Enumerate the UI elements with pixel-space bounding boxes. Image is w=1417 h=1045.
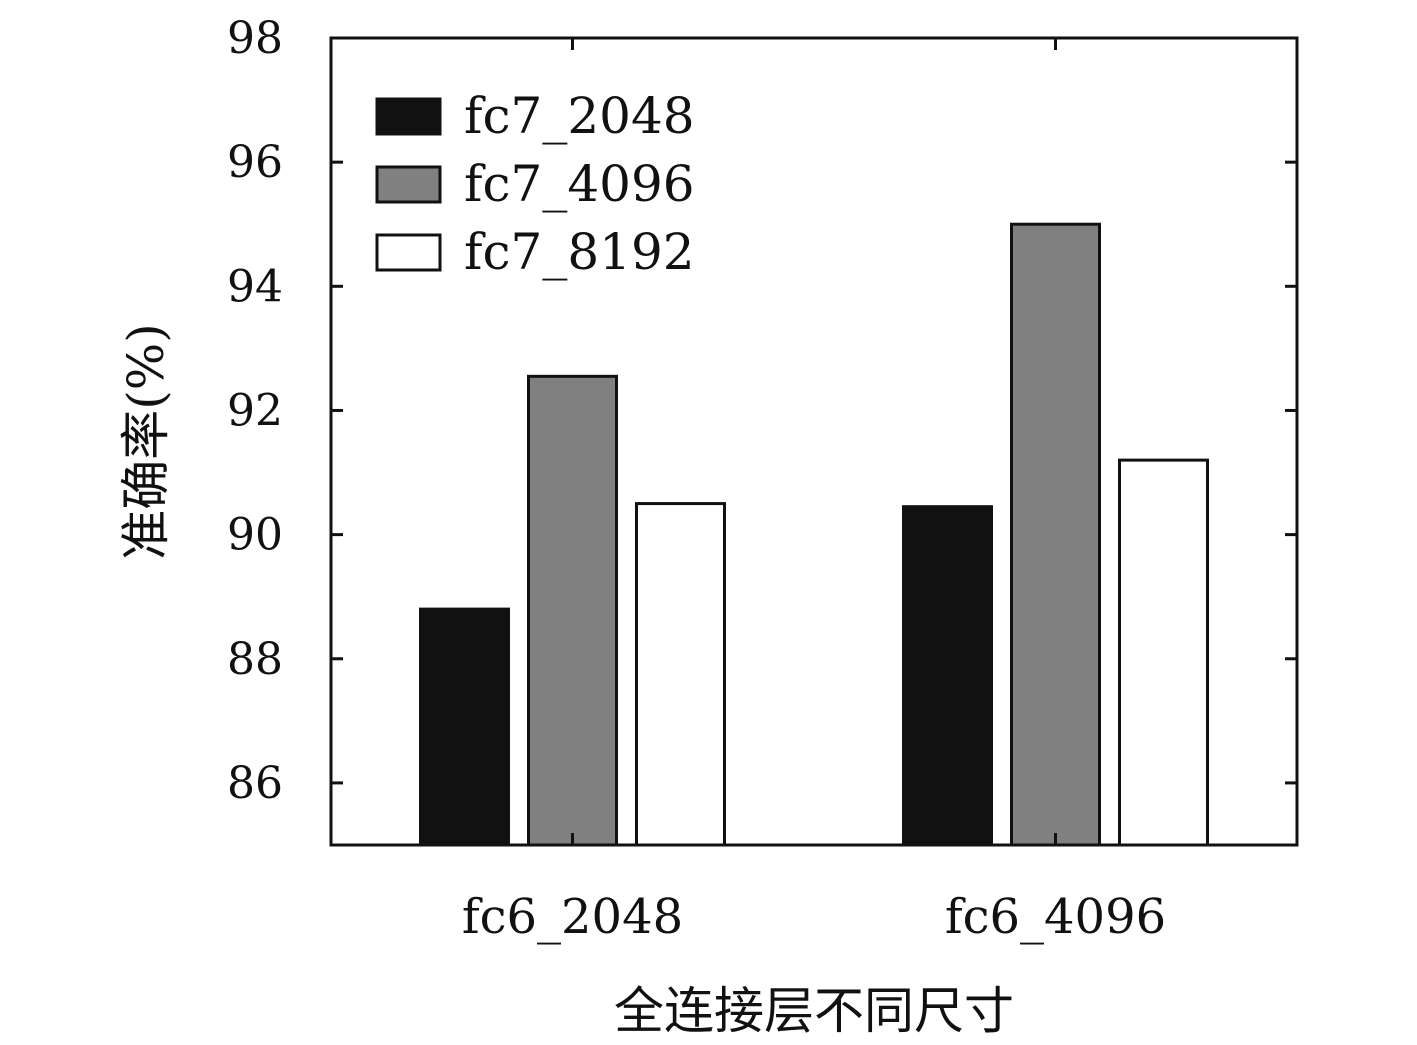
y-axis-label: 准确率(%)	[117, 323, 175, 560]
category-label-fc6_2048: fc6_2048	[462, 889, 683, 945]
legend-swatch-fc7_4096	[375, 165, 442, 204]
axis-ticks	[331, 36, 1297, 845]
bar-fc7_8192-fc6_2048	[635, 502, 726, 847]
plot-frame	[329, 36, 1299, 847]
legend-label-fc7_4096: fc7_4096	[464, 155, 695, 213]
legend: fc7_2048 fc7_4096 fc7_8192	[375, 87, 695, 281]
ytick-label-96: 96	[227, 137, 283, 188]
legend-label-fc7_2048: fc7_2048	[464, 87, 695, 145]
ytick-label-86: 86	[227, 758, 283, 809]
x-category-labels: fc6_2048 fc6_4096	[462, 889, 1166, 945]
legend-swatch-fc7_8192	[375, 233, 442, 272]
legend-swatch-fc7_2048	[375, 97, 442, 136]
bar-fc7_4096-fc6_2048	[527, 374, 618, 847]
bar-fc7_2048-fc6_2048	[419, 607, 510, 847]
category-label-fc6_4096: fc6_4096	[945, 889, 1166, 945]
ytick-label-98: 98	[227, 13, 283, 64]
bar-fc7_8192-fc6_4096	[1118, 458, 1209, 847]
bar-fc7_2048-fc6_4096	[902, 505, 993, 847]
ytick-label-88: 88	[227, 634, 283, 685]
ytick-label-94: 94	[227, 261, 283, 312]
ytick-label-92: 92	[227, 385, 283, 436]
y-tick-labels: 86 88 90 92 94 96 98	[227, 13, 283, 809]
legend-label-fc7_8192: fc7_8192	[464, 223, 695, 281]
ytick-label-90: 90	[227, 510, 283, 561]
x-axis-label: 全连接层不同尺寸	[614, 982, 1014, 1040]
bar-fc7_4096-fc6_4096	[1010, 222, 1101, 847]
bars-group	[419, 222, 1209, 847]
